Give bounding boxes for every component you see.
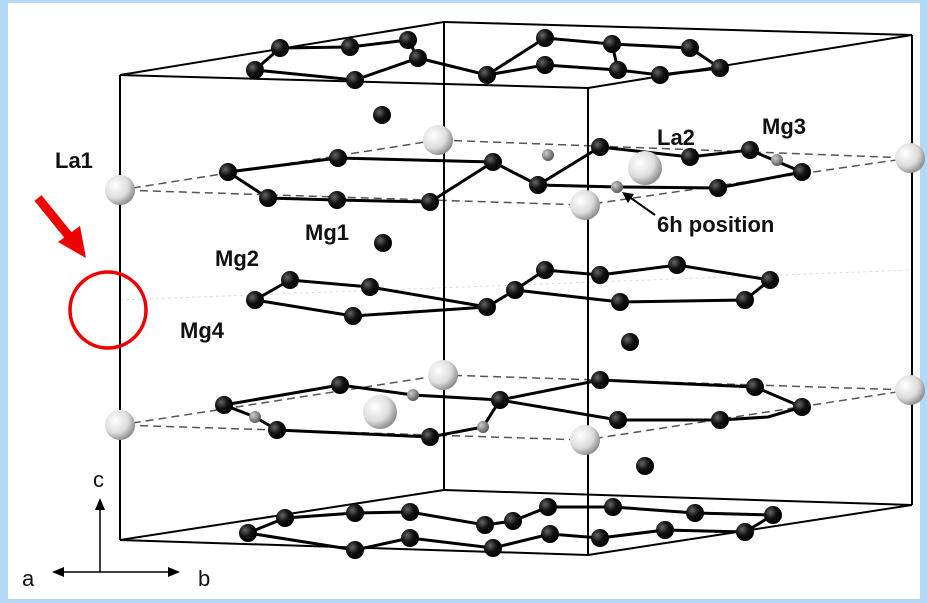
atom bbox=[651, 66, 669, 84]
atom bbox=[276, 509, 294, 527]
atom bbox=[609, 61, 627, 79]
atom bbox=[246, 61, 264, 79]
label: La2 bbox=[657, 125, 695, 150]
atom bbox=[611, 293, 629, 311]
atom bbox=[476, 516, 494, 534]
label: Mg3 bbox=[762, 114, 806, 139]
atom bbox=[328, 191, 346, 209]
atom bbox=[421, 193, 439, 211]
atom bbox=[478, 298, 496, 316]
atom bbox=[346, 71, 364, 89]
atom bbox=[268, 421, 286, 439]
atom bbox=[271, 39, 289, 57]
label: 6h position bbox=[657, 212, 774, 237]
atom bbox=[423, 125, 453, 155]
atom bbox=[478, 66, 496, 84]
axis-label: c bbox=[93, 467, 104, 492]
atom bbox=[736, 523, 754, 541]
atom bbox=[249, 411, 261, 423]
atom bbox=[331, 376, 349, 394]
atom bbox=[428, 360, 458, 390]
atom bbox=[281, 271, 299, 289]
atom bbox=[536, 29, 554, 47]
atom bbox=[421, 428, 439, 446]
atom bbox=[539, 498, 557, 516]
atom bbox=[542, 149, 554, 161]
atom bbox=[504, 512, 522, 530]
atom bbox=[604, 498, 622, 516]
label: Mg1 bbox=[305, 220, 349, 245]
atom bbox=[668, 256, 686, 274]
atom bbox=[491, 391, 509, 409]
atom bbox=[536, 56, 554, 74]
atom bbox=[239, 524, 257, 542]
atom bbox=[536, 261, 554, 279]
atom bbox=[407, 389, 419, 401]
atom bbox=[529, 176, 547, 194]
atom bbox=[603, 35, 621, 53]
atom bbox=[681, 39, 699, 57]
atom bbox=[484, 153, 502, 171]
atom bbox=[709, 179, 727, 197]
label: Mg4 bbox=[180, 318, 225, 343]
atom bbox=[346, 504, 364, 522]
atom bbox=[736, 291, 754, 309]
label: Mg2 bbox=[215, 246, 259, 271]
axis-label: b bbox=[198, 566, 210, 591]
atom bbox=[895, 143, 925, 173]
structure-diagram: La1 La2 Mg3 Mg1 Mg2 Mg4 6h position c a … bbox=[0, 0, 927, 603]
atom bbox=[591, 138, 609, 156]
atom bbox=[361, 278, 379, 296]
atom bbox=[399, 31, 417, 49]
atom bbox=[401, 529, 419, 547]
atom bbox=[591, 266, 609, 284]
atom bbox=[681, 148, 699, 166]
atom bbox=[105, 175, 135, 205]
atom bbox=[105, 410, 135, 440]
atom bbox=[363, 395, 397, 429]
atom bbox=[591, 371, 609, 389]
atom bbox=[895, 375, 925, 405]
atom bbox=[609, 411, 627, 429]
atom bbox=[484, 539, 502, 557]
atom bbox=[793, 398, 811, 416]
atom bbox=[761, 271, 779, 289]
atom bbox=[259, 189, 277, 207]
atom bbox=[341, 38, 359, 56]
atom bbox=[764, 506, 782, 524]
atom bbox=[570, 425, 600, 455]
atom bbox=[611, 181, 623, 193]
atom bbox=[215, 396, 233, 414]
atom bbox=[409, 49, 427, 67]
atom bbox=[621, 333, 639, 351]
atom bbox=[374, 234, 392, 252]
atom bbox=[570, 190, 600, 220]
atom bbox=[628, 151, 662, 185]
atom bbox=[741, 141, 759, 159]
atom bbox=[477, 421, 489, 433]
atom bbox=[686, 504, 704, 522]
atom bbox=[344, 307, 362, 325]
atom bbox=[401, 503, 419, 521]
atom bbox=[246, 291, 264, 309]
atom bbox=[636, 457, 654, 475]
axis-label: a bbox=[22, 566, 35, 591]
atom bbox=[656, 521, 674, 539]
atom bbox=[346, 541, 364, 559]
atom bbox=[711, 59, 729, 77]
atom bbox=[711, 411, 729, 429]
atom bbox=[219, 163, 237, 181]
atom bbox=[746, 378, 764, 396]
atom bbox=[541, 525, 559, 543]
atom bbox=[329, 149, 347, 167]
atom bbox=[373, 106, 391, 124]
atom bbox=[793, 163, 811, 181]
label: La1 bbox=[55, 148, 93, 173]
atom bbox=[506, 281, 524, 299]
atom bbox=[771, 154, 783, 166]
atom bbox=[591, 529, 609, 547]
